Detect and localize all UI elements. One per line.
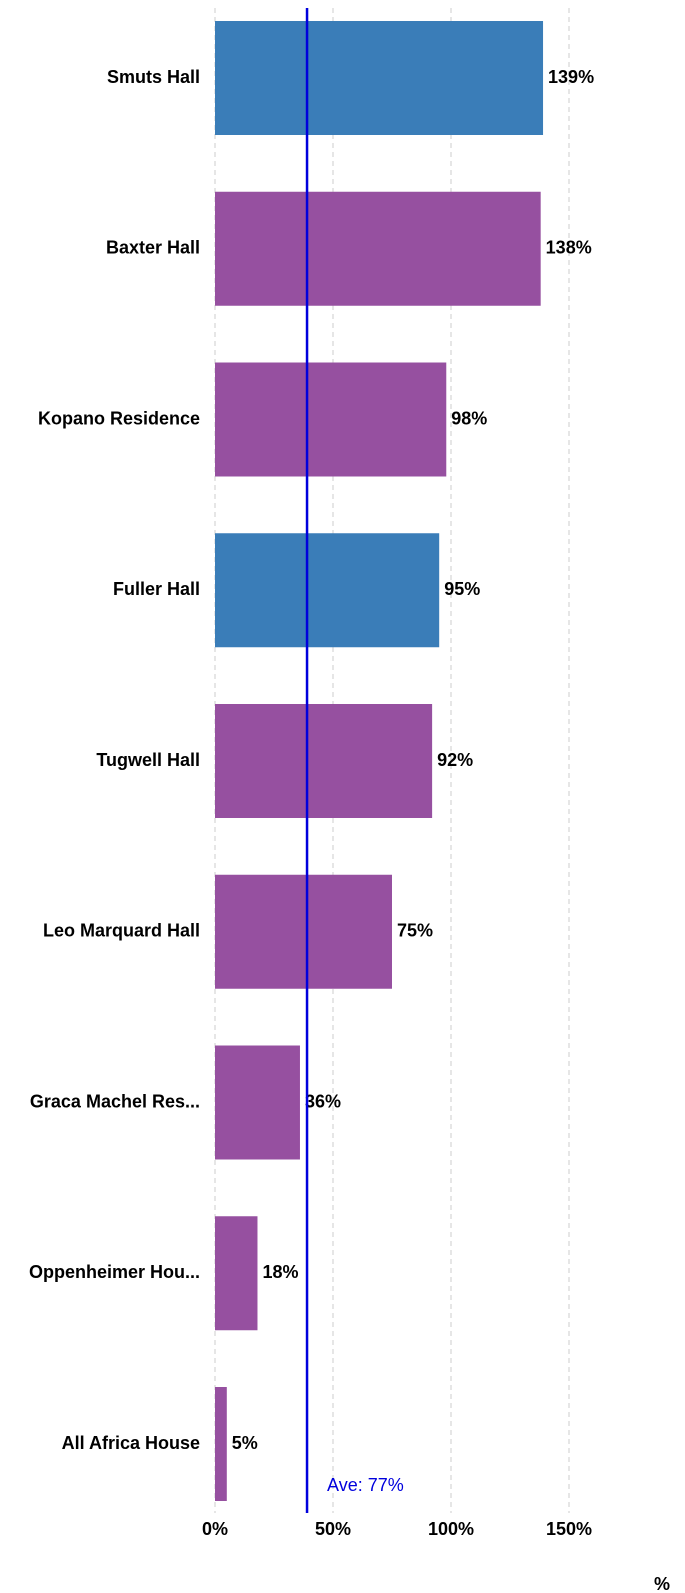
bar bbox=[215, 1216, 258, 1331]
x-axis-label: % bbox=[654, 1574, 670, 1593]
x-tick-label: 50% bbox=[315, 1519, 351, 1539]
bar bbox=[215, 533, 440, 648]
value-label: 5% bbox=[232, 1433, 258, 1453]
category-label: Oppenheimer Hou... bbox=[29, 1262, 200, 1282]
x-tick-label: 100% bbox=[428, 1519, 474, 1539]
bar bbox=[215, 704, 433, 818]
category-label: Fuller Hall bbox=[113, 579, 200, 599]
value-label: 138% bbox=[546, 238, 592, 258]
bar bbox=[215, 191, 541, 306]
category-label: Kopano Residence bbox=[38, 408, 200, 428]
value-label: 95% bbox=[444, 579, 480, 599]
value-label: 36% bbox=[305, 1091, 341, 1111]
category-label: Tugwell Hall bbox=[96, 750, 200, 770]
annotation: Ave: 77% bbox=[327, 1475, 404, 1495]
bar bbox=[215, 1387, 227, 1501]
value-label: 98% bbox=[451, 408, 487, 428]
bar bbox=[215, 1045, 300, 1160]
bar bbox=[215, 362, 447, 477]
category-label: Leo Marquard Hall bbox=[43, 921, 200, 941]
bar bbox=[215, 21, 544, 135]
category-label: Graca Machel Res... bbox=[30, 1091, 200, 1111]
category-label: Smuts Hall bbox=[107, 67, 200, 87]
x-tick-label: 150% bbox=[546, 1519, 592, 1539]
value-label: 18% bbox=[262, 1262, 298, 1282]
category-label: Baxter Hall bbox=[106, 238, 200, 258]
category-label: All Africa House bbox=[62, 1433, 200, 1453]
bar bbox=[215, 874, 392, 989]
value-label: 139% bbox=[548, 67, 594, 87]
x-tick-label: 0% bbox=[202, 1519, 228, 1539]
value-label: 75% bbox=[397, 921, 433, 941]
value-label: 92% bbox=[437, 750, 473, 770]
